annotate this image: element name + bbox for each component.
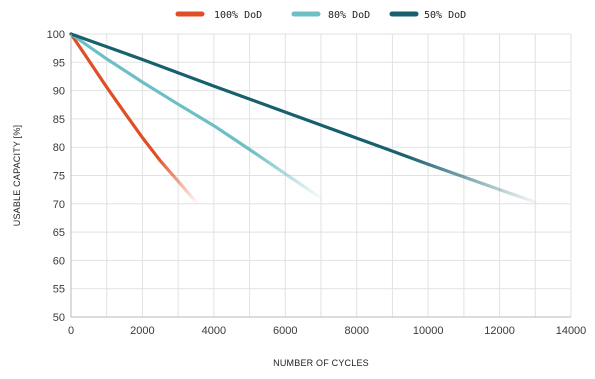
y-tick-label: 95 [53,57,65,69]
legend-label: 80% DoD [328,10,370,21]
y-tick-label: 90 [53,86,65,98]
x-axis-title: NUMBER OF CYCLES [273,358,369,368]
axes: 50 55 60 65 70 75 80 85 90 95 100 0 2000 4000 6000 8000… [12,29,586,368]
series-line [69,32,198,204]
x-tick-label: 14000 [556,325,587,337]
y-tick-label: 85 [53,114,65,126]
x-tick-label: 8000 [344,325,368,337]
y-axis-title: USABLE CAPACITY [%] [12,125,22,227]
series-line [69,32,323,200]
legend: 100% DoD 80% DoD 50% DoD [175,10,466,21]
x-tick-label: 10000 [413,325,444,337]
x-tick-label: 0 [68,325,74,337]
series-line [69,32,537,204]
x-tick-label: 2000 [130,325,154,337]
y-tick-label: 80 [53,142,65,154]
y-tick-label: 65 [53,227,65,239]
y-tick-label: 70 [53,199,65,211]
y-tick-label: 50 [53,312,65,324]
legend-label: 50% DoD [424,10,466,21]
legend-label: 100% DoD [214,10,262,21]
y-tick-label: 55 [53,284,65,296]
y-tick-label: 60 [53,255,65,267]
x-tick-label: 4000 [202,325,226,337]
grid [70,33,572,318]
x-tick-label: 6000 [273,325,297,337]
y-tick-label: 75 [53,171,65,183]
y-tick-label: 100 [47,29,65,41]
series-lines [69,32,537,204]
x-tick-label: 12000 [484,325,515,337]
